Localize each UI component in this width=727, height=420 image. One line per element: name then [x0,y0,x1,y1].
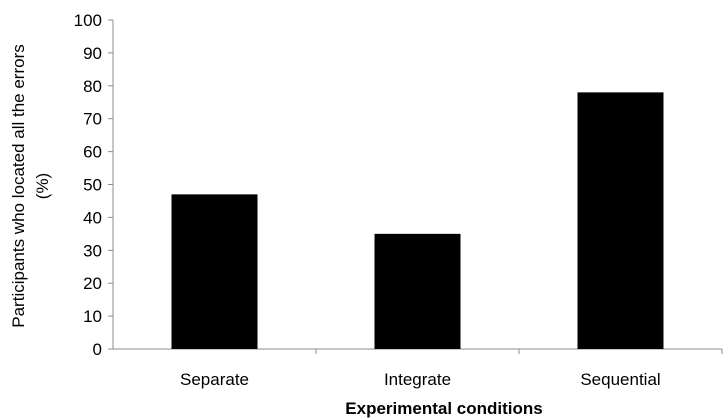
y-tick-label: 60 [83,143,102,162]
x-axis [113,348,723,354]
y-axis-title-line-2: (%) [33,173,52,199]
y-tick-label: 90 [83,44,102,63]
x-tick-label: Integrate [384,370,451,389]
y-axis-title-line-1: Participants who located all the errors [9,44,28,327]
y-tick-label: 0 [93,340,102,359]
y-tick-label: 30 [83,241,102,260]
y-tick-label: 40 [83,208,102,227]
x-tick-label: Separate [180,370,249,389]
y-tick-label: 50 [83,176,102,195]
bar-integrate [374,233,461,349]
y-tick-label: 70 [83,110,102,129]
x-tick-label: Sequential [580,370,660,389]
y-tick-label: 10 [83,307,102,326]
bars [171,92,664,349]
bar-sequential [577,92,664,349]
x-tick-labels: Separate Integrate Sequential [180,370,661,389]
y-tick-label: 100 [74,11,102,30]
y-tick-label: 20 [83,274,102,293]
x-axis-title: Experimental conditions [345,399,542,418]
bar-separate [171,194,258,349]
y-tick-label: 80 [83,77,102,96]
y-axis: 0 10 20 30 40 50 60 70 80 90 100 [74,11,114,359]
